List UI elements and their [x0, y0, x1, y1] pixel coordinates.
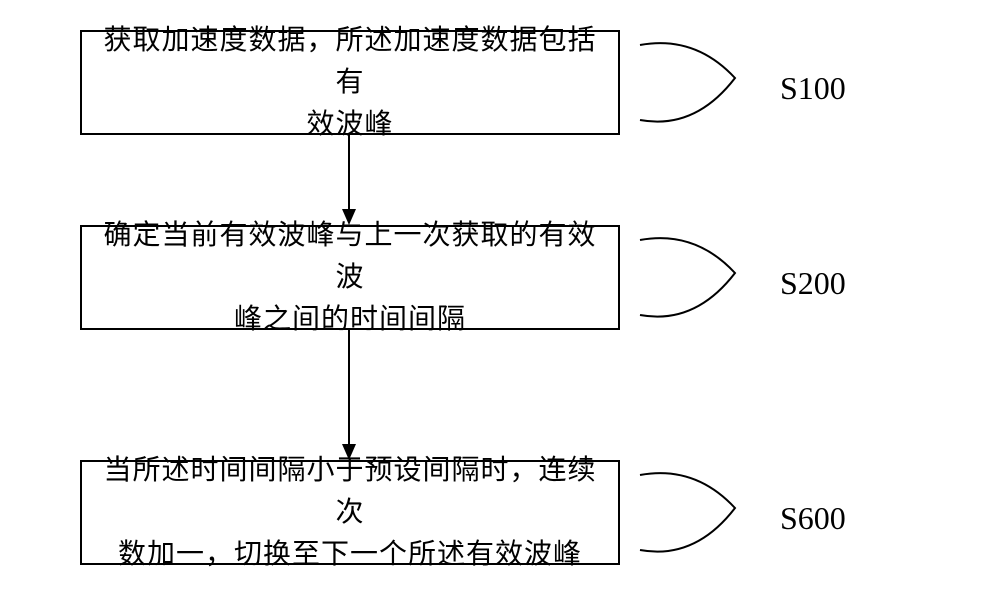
- arrow-line: [348, 330, 350, 445]
- flowchart-node-s100: 获取加速度数据，所述加速度数据包括有 效波峰: [80, 30, 620, 135]
- node-text-line2: 数加一，切换至下一个所述有效波峰: [118, 539, 582, 570]
- node-text-line1: 确定当前有效波峰与上一次获取的有效波: [103, 220, 596, 293]
- step-label-s200: S200: [780, 265, 846, 302]
- brace-connector-s100: [635, 30, 775, 135]
- brace-connector-s200: [635, 225, 775, 330]
- flowchart-node-s200: 确定当前有效波峰与上一次获取的有效波 峰之间的时间间隔: [80, 225, 620, 330]
- flowchart-node-s600: 当所述时间间隔小于预设间隔时，连续次 数加一，切换至下一个所述有效波峰: [80, 460, 620, 565]
- step-label-s600: S600: [780, 500, 846, 537]
- step-label-s100: S100: [780, 70, 846, 107]
- node-text-line1: 当所述时间间隔小于预设间隔时，连续次: [103, 455, 596, 528]
- node-text: 当所述时间间隔小于预设间隔时，连续次 数加一，切换至下一个所述有效波峰: [102, 450, 598, 576]
- node-text-line1: 获取加速度数据，所述加速度数据包括有: [103, 25, 596, 98]
- flowchart-container: 获取加速度数据，所述加速度数据包括有 效波峰 S100 确定当前有效波峰与上一次…: [80, 30, 920, 570]
- node-text: 确定当前有效波峰与上一次获取的有效波 峰之间的时间间隔: [102, 215, 598, 341]
- brace-connector-s600: [635, 460, 775, 565]
- node-text: 获取加速度数据，所述加速度数据包括有 效波峰: [102, 20, 598, 146]
- arrow-line: [348, 135, 350, 210]
